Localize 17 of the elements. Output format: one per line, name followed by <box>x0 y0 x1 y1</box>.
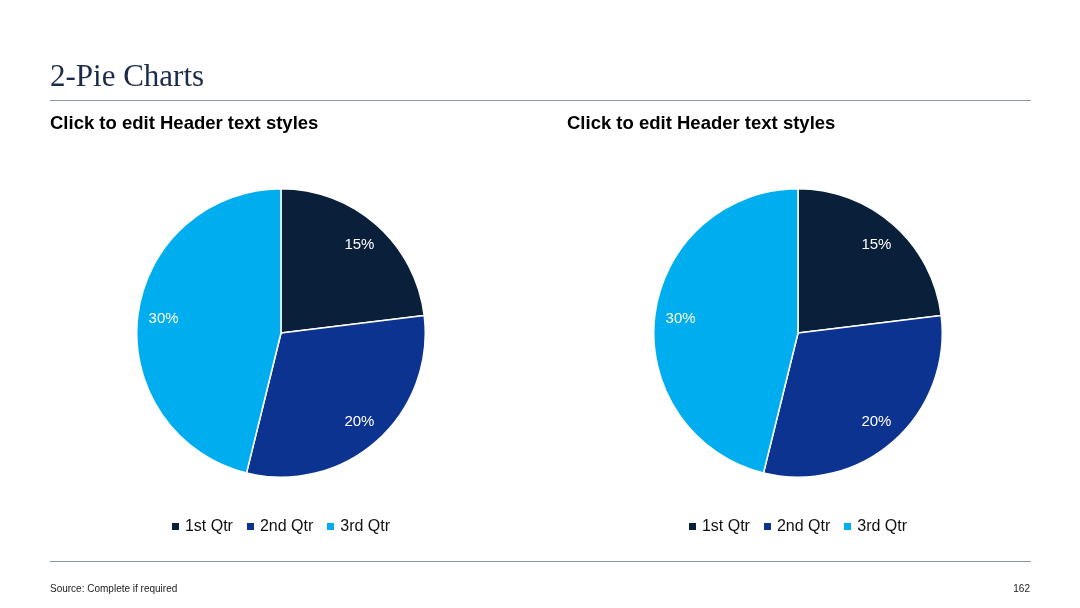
data-label: 30% <box>148 308 179 326</box>
data-label: 15% <box>344 234 375 252</box>
legend-label: 3rd Qtr <box>856 517 908 535</box>
data-label: 15% <box>861 234 892 252</box>
legend-label: 1st Qtr <box>183 517 233 535</box>
chart-title: Click to edit Header text styles <box>50 112 319 134</box>
text: 162 <box>1013 583 1030 594</box>
source-note: Source: Complete if required <box>50 583 178 594</box>
data-label: 20% <box>861 411 892 429</box>
data-label: 30% <box>665 308 696 326</box>
text: 2-Pie Charts <box>50 58 205 94</box>
legend-label: 1st Qtr <box>700 517 750 535</box>
legend-label: 3rd Qtr <box>339 517 391 535</box>
legend-label: 2nd Qtr <box>775 517 831 535</box>
legend-label: 2nd Qtr <box>258 517 314 535</box>
data-label: 20% <box>344 411 375 429</box>
chart-title: Click to edit Header text styles <box>567 112 836 134</box>
